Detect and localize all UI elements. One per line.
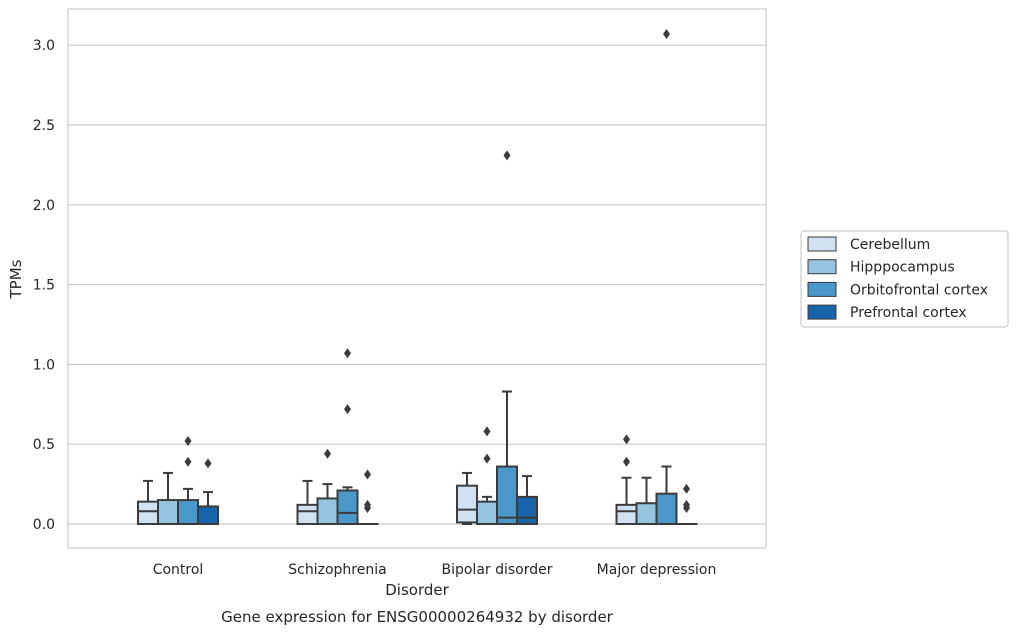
outlier-point bbox=[623, 434, 630, 445]
box-body bbox=[615, 503, 638, 525]
outlier-point bbox=[483, 453, 491, 464]
legend-frame bbox=[800, 230, 1009, 328]
x-tick-label: Bipolar disorder bbox=[441, 562, 552, 578]
legend-swatch bbox=[807, 281, 837, 297]
outlier-point bbox=[683, 499, 690, 510]
box-prefrontal-cortex bbox=[197, 458, 219, 525]
box-hipppocampus bbox=[157, 471, 179, 525]
plot-frame bbox=[67, 8, 767, 549]
outlier-point bbox=[683, 483, 690, 494]
y-tick-label: 2.5 bbox=[33, 118, 55, 134]
y-tick-label: 3.0 bbox=[33, 38, 55, 54]
outlier-point bbox=[324, 448, 331, 459]
box-hipppocampus bbox=[476, 426, 498, 526]
box-prefrontal-cortex bbox=[516, 475, 538, 526]
outlier-point bbox=[503, 150, 511, 161]
box-body bbox=[177, 499, 199, 525]
box-prefrontal-cortex bbox=[356, 469, 379, 526]
plot-background bbox=[68, 9, 766, 548]
box-cerebellum bbox=[296, 479, 319, 525]
box-body bbox=[516, 495, 538, 526]
outlier-point bbox=[344, 404, 351, 415]
legend-label: Prefrontal cortex bbox=[850, 305, 967, 321]
y-tick-label: 2.0 bbox=[33, 198, 55, 214]
box-body bbox=[197, 505, 219, 525]
box-cerebellum bbox=[615, 434, 638, 525]
box-hipppocampus bbox=[635, 476, 658, 526]
y-tick-label: 0.0 bbox=[33, 517, 55, 533]
y-ticks: 0.0 0.5 1.0 1.5 2.0 2.5 3.0 bbox=[33, 38, 55, 533]
legend-swatch bbox=[807, 304, 837, 320]
box-orbitofrontal-cortex bbox=[336, 348, 359, 526]
box-orbitofrontal-cortex bbox=[177, 436, 199, 525]
box-body bbox=[456, 484, 478, 524]
chart-caption: Gene expression for ENSG00000264932 by d… bbox=[221, 608, 614, 626]
x-ticks: Control Schizophrenia Bipolar disorder Majo… bbox=[153, 562, 717, 578]
outlier-point bbox=[344, 348, 351, 359]
outlier-point bbox=[663, 29, 670, 40]
x-tick-label: Schizophrenia bbox=[288, 562, 386, 578]
box-plots bbox=[137, 29, 698, 526]
box-body bbox=[157, 499, 179, 525]
grid bbox=[68, 44, 766, 525]
legend-swatch bbox=[807, 236, 837, 252]
legend-label: Orbitofrontal cortex bbox=[850, 282, 988, 298]
box-orbitofrontal-cortex bbox=[496, 150, 518, 526]
box-body bbox=[496, 465, 518, 526]
legend: Cerebellum Hipppocampus Orbitofrontal cort… bbox=[800, 230, 1009, 328]
box-cerebellum bbox=[456, 471, 478, 525]
box-orbitofrontal-cortex bbox=[655, 29, 678, 525]
outlier-point bbox=[623, 456, 630, 467]
box-body bbox=[137, 500, 159, 526]
x-tick-label: Control bbox=[153, 562, 204, 578]
outlier-point bbox=[364, 469, 371, 480]
box-body bbox=[336, 489, 359, 526]
outlier-point bbox=[483, 426, 491, 437]
outlier-point bbox=[204, 458, 212, 469]
y-tick-label: 1.0 bbox=[33, 357, 55, 373]
legend-label: Hipppocampus bbox=[850, 260, 955, 276]
box-body bbox=[476, 500, 498, 526]
x-tick-label: Major depression bbox=[597, 562, 717, 578]
legend-label: Cerebellum bbox=[850, 237, 930, 253]
outlier-point bbox=[364, 499, 371, 510]
legend-swatch bbox=[807, 259, 837, 275]
box-body bbox=[655, 492, 678, 525]
y-tick-label: 1.5 bbox=[33, 278, 55, 294]
box-body bbox=[296, 503, 319, 525]
box-body bbox=[316, 497, 339, 525]
outlier-point bbox=[184, 436, 192, 447]
y-tick-label: 0.5 bbox=[33, 437, 55, 453]
x-axis-label: Disorder bbox=[385, 581, 449, 599]
box-body bbox=[635, 502, 658, 526]
box-prefrontal-cortex bbox=[675, 483, 698, 526]
outlier-point bbox=[184, 456, 192, 467]
y-axis-label: TPMs bbox=[7, 259, 25, 299]
